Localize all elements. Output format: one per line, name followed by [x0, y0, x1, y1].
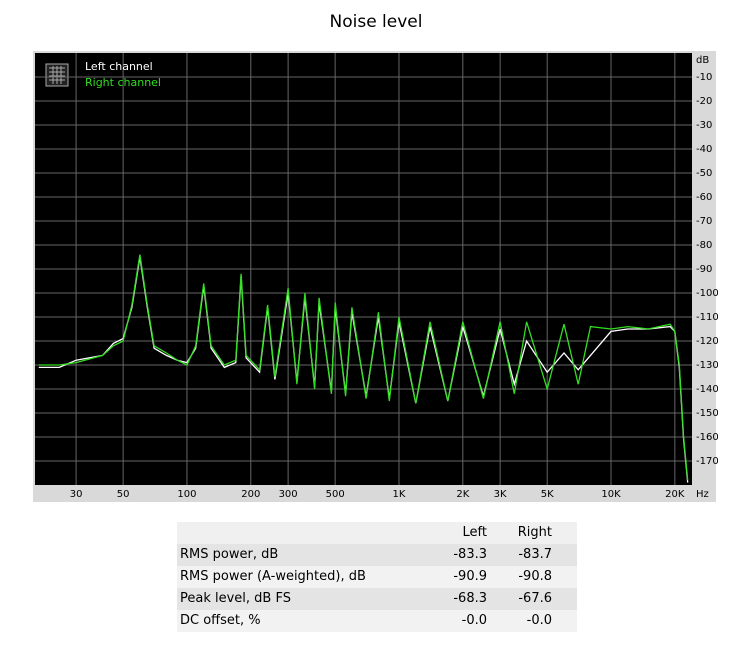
x-unit: Hz — [696, 489, 709, 500]
x-tick-label: 200 — [241, 489, 260, 500]
legend-label: Right channel — [85, 76, 161, 89]
table-row: DC offset, % -0.0 -0.0 — [177, 610, 577, 632]
x-tick-label: 10K — [601, 489, 621, 500]
y-tick-label: -90 — [696, 264, 712, 275]
x-tick-label: 300 — [279, 489, 298, 500]
y-tick-label: -110 — [696, 312, 719, 323]
y-unit: dB — [696, 55, 709, 66]
table-row: Left Right — [177, 522, 577, 544]
x-tick-label: 50 — [117, 489, 130, 500]
x-tick-label: 100 — [177, 489, 196, 500]
label-cell: Peak level, dB FS — [180, 591, 291, 606]
header-cell: Right — [517, 525, 552, 540]
legend-label: Left channel — [85, 60, 153, 73]
label-cell: RMS power, dB — [180, 547, 279, 562]
y-tick-label: -130 — [696, 360, 719, 371]
x-tick-label: 500 — [326, 489, 345, 500]
value-cell: -90.8 — [518, 569, 552, 584]
y-tick-label: -160 — [696, 432, 719, 443]
table-row: RMS power (A-weighted), dB -90.9 -90.8 — [177, 566, 577, 588]
table-row: RMS power, dB -83.3 -83.7 — [177, 544, 577, 566]
y-tick-label: -60 — [696, 192, 712, 203]
y-tick-label: -20 — [696, 96, 712, 107]
x-tick-label: 1K — [393, 489, 406, 500]
y-tick-label: -120 — [696, 336, 719, 347]
y-tick-label: -150 — [696, 408, 719, 419]
value-cell: -0.0 — [461, 613, 487, 628]
value-cell: -0.0 — [526, 613, 552, 628]
x-tick-label: 5K — [541, 489, 554, 500]
header-cell — [177, 522, 427, 544]
header-cell: Left — [462, 525, 487, 540]
legend-icon-grid — [49, 66, 65, 84]
value-cell: -83.3 — [453, 547, 487, 562]
x-tick-label: 3K — [494, 489, 507, 500]
y-tick-label: -30 — [696, 120, 712, 131]
series-line — [38, 254, 689, 481]
y-tick-label: -10 — [696, 72, 712, 83]
value-cell: -67.6 — [518, 591, 552, 606]
stats-table: Left Right RMS power, dB -83.3 -83.7 RMS powe… — [177, 522, 577, 632]
y-tick-label: -140 — [696, 384, 719, 395]
value-cell: -90.9 — [453, 569, 487, 584]
y-tick-label: -50 — [696, 168, 712, 179]
label-cell: RMS power (A-weighted), dB — [180, 569, 366, 584]
chart-title: Noise level — [330, 12, 423, 32]
y-tick-label: -40 — [696, 144, 712, 155]
y-tick-label: -170 — [696, 456, 719, 467]
label-cell: DC offset, % — [180, 613, 261, 628]
y-tick-label: -70 — [696, 216, 712, 227]
value-cell: -83.7 — [518, 547, 552, 562]
x-tick-label: 20K — [665, 489, 685, 500]
y-tick-label: -100 — [696, 288, 719, 299]
table-row: Peak level, dB FS -68.3 -67.6 — [177, 588, 577, 610]
value-cell: -68.3 — [453, 591, 487, 606]
x-tick-label: 2K — [456, 489, 469, 500]
x-tick-label: 30 — [70, 489, 83, 500]
y-tick-label: -80 — [696, 240, 712, 251]
